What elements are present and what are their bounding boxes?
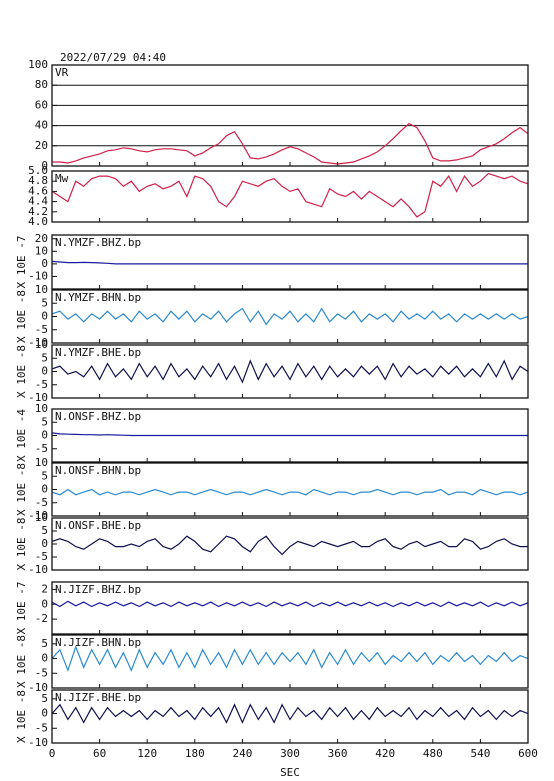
y-axis-label: X 10E -8 xyxy=(15,345,28,398)
x-tick-label: 240 xyxy=(232,747,252,760)
panel-label: N.JIZF.BHZ.bp xyxy=(55,583,141,596)
x-tick-label: 60 xyxy=(93,747,106,760)
y-tick-label: -10 xyxy=(28,269,48,282)
panel-frame xyxy=(51,64,529,167)
x-tick-label: 120 xyxy=(137,747,157,760)
panel-label: N.JIZF.BHE.bp xyxy=(55,691,141,704)
y-tick-label: 5.0 xyxy=(28,164,48,177)
trace xyxy=(52,122,528,165)
y-tick-label: 10 xyxy=(35,456,48,469)
y-tick-label: -10 xyxy=(28,563,48,576)
x-tick-label: 600 xyxy=(518,747,538,760)
panel-label: Mw xyxy=(55,172,69,185)
panel-label: N.YMZF.BHE.bp xyxy=(55,346,141,359)
y-tick-label: 4.6 xyxy=(28,184,48,197)
panel-label: N.ONSF.BHE.bp xyxy=(55,519,141,532)
x-tick-label: 180 xyxy=(185,747,205,760)
y-tick-label: 4.0 xyxy=(28,215,48,228)
panel-label: N.ONSF.BHN.bp xyxy=(55,464,141,477)
y-tick-label: -5 xyxy=(35,442,48,455)
x-tick-label: 360 xyxy=(328,747,348,760)
y-tick-label: -10 xyxy=(28,681,48,694)
y-tick-label: 5 xyxy=(41,469,48,482)
y-axis-label: X 10E -8 xyxy=(15,518,28,571)
y-tick-label: 5 xyxy=(41,296,48,309)
panel-frame xyxy=(51,170,529,223)
y-tick-label: 20 xyxy=(35,232,48,245)
y-tick-label: 5 xyxy=(41,351,48,364)
y-tick-label: -10 xyxy=(28,736,48,749)
trace xyxy=(52,535,528,556)
y-tick-label: -5 xyxy=(35,666,48,679)
y-tick-label: -10 xyxy=(28,336,48,349)
y-tick-label: -5 xyxy=(35,496,48,509)
panel-label: N.YMZF.BHZ.bp xyxy=(55,236,141,249)
trace xyxy=(52,488,528,496)
trace xyxy=(52,172,528,218)
y-tick-label: -10 xyxy=(28,509,48,522)
trace xyxy=(52,432,528,437)
x-tick-label: 420 xyxy=(375,747,395,760)
panel-label: N.ONSF.BHZ.bp xyxy=(55,410,141,423)
y-tick-label: 0 xyxy=(41,159,48,172)
y-tick-label: -2 xyxy=(35,612,48,625)
y-axis-label: X 10E -8 xyxy=(15,635,28,688)
y-tick-label: 0 xyxy=(41,707,48,720)
chart-title: 2022/07/29 04:40 xyxy=(60,51,166,64)
x-axis-label: SEC xyxy=(280,766,300,779)
y-tick-label: 100 xyxy=(28,58,48,71)
panel-label: N.JIZF.BHN.bp xyxy=(55,636,141,649)
y-tick-label: 20 xyxy=(35,139,48,152)
y-tick-label: 10 xyxy=(35,402,48,415)
x-tick-label: 480 xyxy=(423,747,443,760)
y-tick-label: 10 xyxy=(35,283,48,296)
trace xyxy=(52,307,528,326)
y-tick-label: 0 xyxy=(41,537,48,550)
y-tick-label: 0 xyxy=(41,365,48,378)
y-tick-label: 0 xyxy=(41,429,48,442)
y-tick-label: 5 xyxy=(41,415,48,428)
y-axis-label: X 10E -7 xyxy=(15,582,28,635)
y-tick-label: 10 xyxy=(35,511,48,524)
y-tick-label: 40 xyxy=(35,119,48,132)
panel-label: N.YMZF.BHN.bp xyxy=(55,291,141,304)
trace xyxy=(52,260,528,265)
y-tick-label: -5 xyxy=(35,323,48,336)
y-axis-label: X 10E -7 xyxy=(15,236,28,289)
x-tick-label: 300 xyxy=(280,747,300,760)
y-axis-label: X 10E -8 xyxy=(15,463,28,516)
y-tick-label: -5 xyxy=(35,550,48,563)
y-tick-label: 0 xyxy=(41,597,48,610)
y-tick-label: 60 xyxy=(35,98,48,111)
y-tick-label: 10 xyxy=(35,244,48,257)
panel-label: VR xyxy=(55,66,69,79)
y-tick-label: 5 xyxy=(41,524,48,537)
y-tick-label: 0 xyxy=(41,483,48,496)
trace xyxy=(52,703,528,724)
y-tick-label: 10 xyxy=(35,338,48,351)
y-tick-label: 2 xyxy=(41,582,48,595)
y-tick-label: 4.2 xyxy=(28,205,48,218)
y-tick-label: 0 xyxy=(41,652,48,665)
y-tick-label: 4.8 xyxy=(28,174,48,187)
y-axis-label: X 10E -8 xyxy=(15,690,28,743)
x-tick-label: 540 xyxy=(470,747,490,760)
trace xyxy=(52,600,528,608)
y-axis-label: X 10E -8 xyxy=(15,290,28,343)
y-axis-label: X 10E -4 xyxy=(15,409,28,462)
trace xyxy=(52,645,528,673)
y-tick-label: 5 xyxy=(41,692,48,705)
y-tick-label: 0 xyxy=(41,257,48,270)
y-tick-label: 5 xyxy=(41,637,48,650)
y-tick-label: -10 xyxy=(28,391,48,404)
y-tick-label: -5 xyxy=(35,721,48,734)
y-tick-label: 0 xyxy=(41,310,48,323)
x-tick-label: 0 xyxy=(49,747,56,760)
y-tick-label: 80 xyxy=(35,78,48,91)
y-tick-label: -5 xyxy=(35,378,48,391)
trace xyxy=(52,359,528,384)
y-tick-label: 4.4 xyxy=(28,195,48,208)
